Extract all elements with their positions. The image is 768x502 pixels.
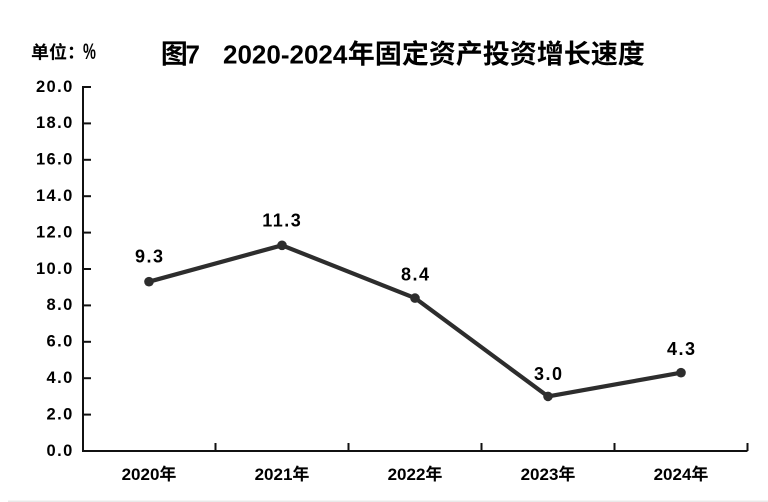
svg-text:6.0: 6.0: [47, 333, 74, 351]
svg-text:4.0: 4.0: [47, 369, 74, 387]
svg-text:0.0: 0.0: [47, 442, 74, 460]
svg-text:2020: 2020: [122, 465, 160, 484]
svg-text:4.3: 4.3: [667, 339, 697, 359]
svg-text:20.0: 20.0: [36, 78, 74, 96]
svg-text:2022: 2022: [388, 465, 426, 484]
svg-text:11.3: 11.3: [262, 211, 302, 231]
svg-text:3.0: 3.0: [534, 364, 564, 384]
svg-text:10.0: 10.0: [36, 260, 74, 278]
svg-text:2023: 2023: [521, 465, 559, 484]
svg-text:14.0: 14.0: [36, 187, 74, 205]
svg-text:18.0: 18.0: [36, 114, 74, 132]
svg-text:7: 7: [186, 40, 200, 70]
svg-text:2024: 2024: [654, 465, 692, 484]
svg-text:%: %: [83, 39, 96, 64]
svg-text:16.0: 16.0: [36, 151, 74, 169]
svg-text:8.4: 8.4: [401, 265, 431, 285]
svg-text:12.0: 12.0: [36, 223, 74, 241]
svg-text:2020-2024: 2020-2024: [223, 40, 348, 70]
svg-text:2.0: 2.0: [47, 405, 74, 423]
svg-text:2021: 2021: [255, 465, 293, 484]
svg-text:9.3: 9.3: [135, 247, 165, 267]
svg-text:8.0: 8.0: [47, 296, 74, 314]
